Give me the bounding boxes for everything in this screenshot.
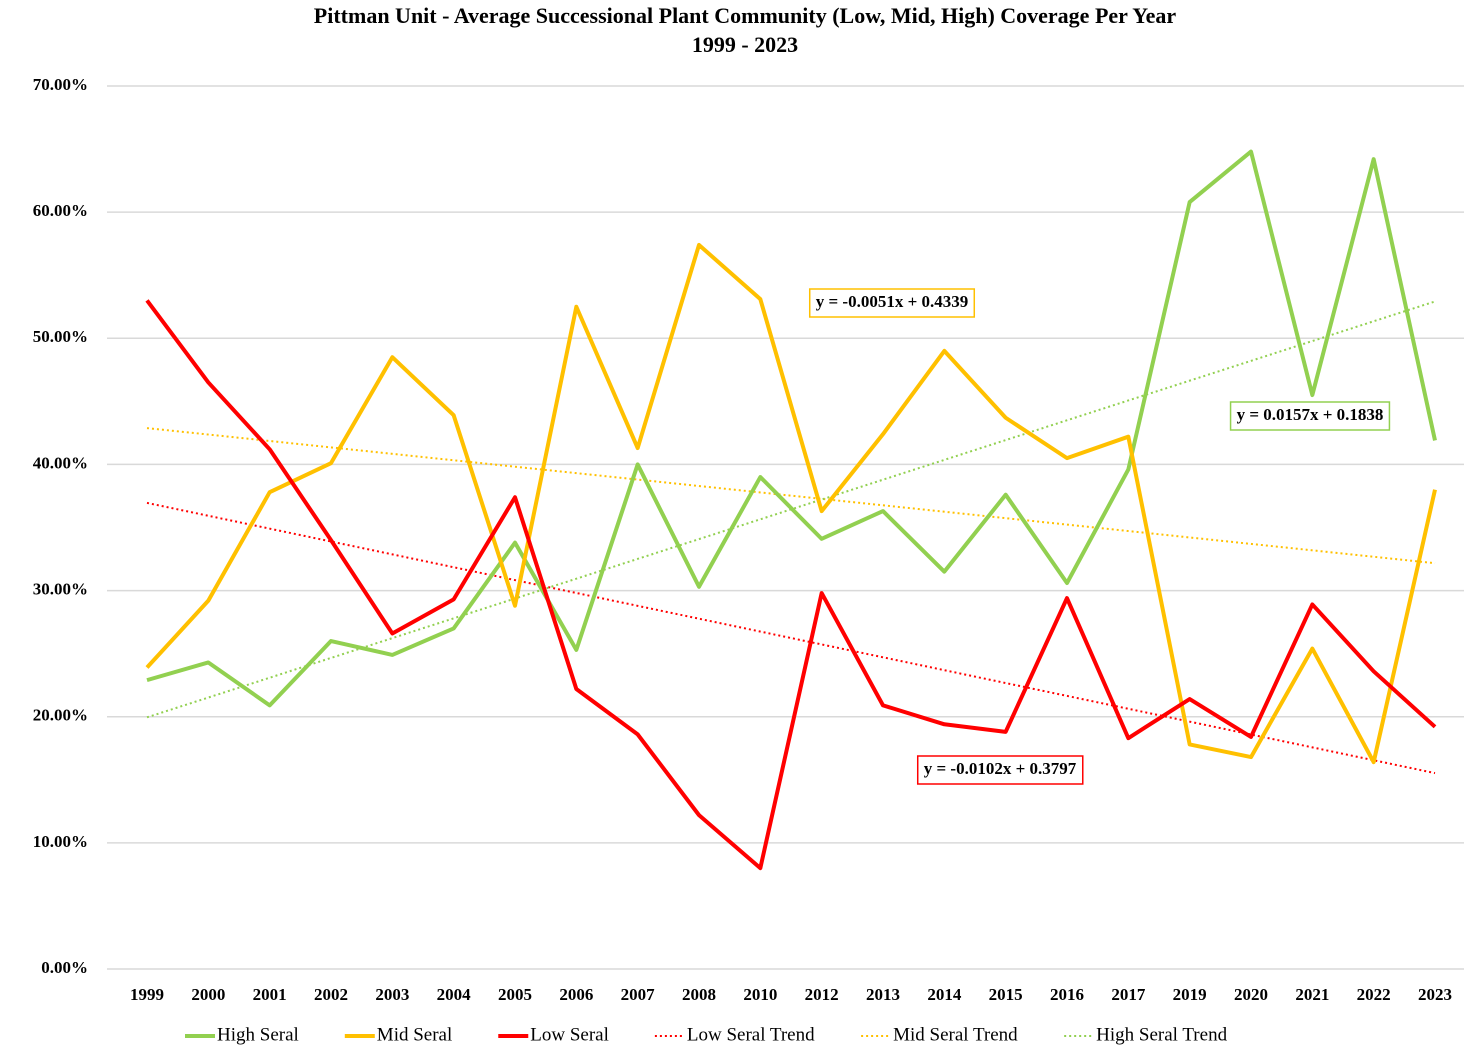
x-tick-label: 2014 [927,985,962,1004]
x-tick-label: 2001 [253,985,287,1004]
equation-label: y = -0.0102x + 0.3797 [924,759,1077,778]
legend-label: Low Seral [530,1024,609,1045]
legend-label: High Seral Trend [1096,1024,1227,1045]
x-tick-label: 2003 [375,985,409,1004]
y-tick-label: 50.00% [33,327,88,346]
x-tick-label: 2023 [1418,985,1452,1004]
equation-label: y = 0.0157x + 0.1838 [1237,405,1384,424]
y-tick-label: 20.00% [33,706,88,725]
x-tick-label: 2004 [437,985,472,1004]
y-tick-label: 0.00% [41,958,88,977]
trend-line [146,501,1436,775]
x-tick-label: 2006 [559,985,593,1004]
x-tick-label: 2021 [1295,985,1329,1004]
equation-border [916,755,1084,785]
x-tick-label: 2017 [1111,985,1146,1004]
legend-label: Mid Seral [377,1024,452,1045]
trend-line [146,427,1436,565]
chart-title: Pittman Unit - Average Successional Plan… [314,3,1177,28]
x-tick-label: 2016 [1050,985,1084,1004]
y-tick-label: 30.00% [33,579,88,598]
y-tick-label: 70.00% [33,75,88,94]
legend-label: Low Seral Trend [687,1024,815,1045]
x-tick-label: 2002 [314,985,348,1004]
x-tick-label: 2013 [866,985,900,1004]
y-tick-label: 60.00% [33,201,88,220]
chart-subtitle: 1999 - 2023 [692,32,798,57]
x-tick-label: 2015 [989,985,1023,1004]
y-tick-label: 10.00% [33,832,88,851]
series-line [145,299,1437,871]
equation-box: y = 0.0157x + 0.1838 [1229,401,1391,431]
equation-box: y = -0.0102x + 0.3797 [916,755,1084,785]
x-tick-label: 2012 [805,985,839,1004]
equation-box: y = -0.0051x + 0.4339 [808,288,976,318]
x-tick-label: 2022 [1357,985,1391,1004]
x-tick-label: 2019 [1173,985,1207,1004]
x-tick-label: 2010 [743,985,777,1004]
equation-label: y = -0.0051x + 0.4339 [816,292,969,311]
x-tick-label: 2020 [1234,985,1268,1004]
series-line [146,149,1437,708]
y-tick-label: 40.00% [33,453,88,472]
legend-label: Mid Seral Trend [893,1024,1018,1045]
x-tick-label: 2008 [682,985,716,1004]
series-line [145,242,1437,765]
x-tick-label: 2005 [498,985,532,1004]
equation-border [808,288,976,318]
x-tick-label: 1999 [130,985,164,1004]
equation-border [1229,401,1391,431]
x-tick-label: 2000 [191,985,225,1004]
x-tick-label: 2007 [621,985,656,1004]
legend-label: High Seral [217,1024,299,1045]
